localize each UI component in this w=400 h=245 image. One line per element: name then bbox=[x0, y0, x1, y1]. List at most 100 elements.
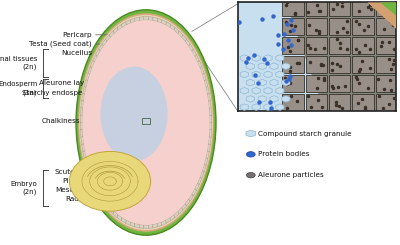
Polygon shape bbox=[113, 27, 118, 34]
Polygon shape bbox=[80, 130, 83, 137]
Polygon shape bbox=[80, 108, 83, 115]
Polygon shape bbox=[166, 218, 171, 223]
Ellipse shape bbox=[70, 151, 151, 211]
Polygon shape bbox=[178, 31, 183, 37]
Polygon shape bbox=[153, 223, 158, 228]
Polygon shape bbox=[148, 17, 153, 21]
Polygon shape bbox=[90, 60, 94, 68]
Polygon shape bbox=[106, 35, 110, 42]
Text: Compound starch granule: Compound starch granule bbox=[258, 131, 352, 136]
Polygon shape bbox=[195, 54, 199, 62]
Polygon shape bbox=[170, 215, 175, 221]
Text: Pericarp: Pericarp bbox=[62, 32, 92, 38]
Polygon shape bbox=[178, 208, 183, 214]
Polygon shape bbox=[121, 22, 126, 27]
Polygon shape bbox=[198, 177, 202, 185]
Polygon shape bbox=[210, 115, 212, 122]
Polygon shape bbox=[144, 225, 148, 228]
Text: Testa (Seed coat): Testa (Seed coat) bbox=[29, 41, 92, 47]
Polygon shape bbox=[84, 79, 88, 87]
Polygon shape bbox=[210, 122, 212, 130]
Polygon shape bbox=[84, 158, 88, 166]
Polygon shape bbox=[198, 60, 202, 68]
Text: Protein bodies: Protein bodies bbox=[258, 151, 310, 157]
Polygon shape bbox=[102, 199, 107, 206]
Polygon shape bbox=[207, 93, 210, 101]
Ellipse shape bbox=[76, 10, 216, 235]
Text: Scutellum: Scutellum bbox=[55, 170, 91, 175]
Text: Maternal tissues
(2n): Maternal tissues (2n) bbox=[0, 56, 37, 71]
Polygon shape bbox=[157, 222, 162, 227]
Polygon shape bbox=[195, 183, 199, 191]
Polygon shape bbox=[144, 17, 148, 20]
Circle shape bbox=[246, 172, 255, 178]
Text: Aleurone particles: Aleurone particles bbox=[258, 172, 324, 178]
Ellipse shape bbox=[82, 20, 210, 225]
Text: Embryo
(2n): Embryo (2n) bbox=[10, 181, 37, 196]
Polygon shape bbox=[208, 137, 211, 145]
Polygon shape bbox=[192, 188, 196, 196]
Polygon shape bbox=[81, 100, 84, 108]
Polygon shape bbox=[80, 115, 82, 122]
Ellipse shape bbox=[78, 13, 214, 232]
Polygon shape bbox=[126, 220, 130, 225]
Polygon shape bbox=[109, 31, 114, 37]
Polygon shape bbox=[82, 93, 85, 101]
Polygon shape bbox=[83, 86, 86, 94]
Polygon shape bbox=[185, 39, 190, 46]
Polygon shape bbox=[209, 108, 212, 115]
Polygon shape bbox=[204, 158, 208, 166]
Polygon shape bbox=[93, 54, 97, 62]
Polygon shape bbox=[117, 24, 122, 30]
Polygon shape bbox=[174, 27, 179, 34]
Polygon shape bbox=[126, 20, 130, 25]
Polygon shape bbox=[208, 100, 211, 108]
Polygon shape bbox=[99, 194, 103, 201]
Polygon shape bbox=[246, 130, 256, 137]
Text: Mesocotyl: Mesocotyl bbox=[55, 187, 91, 193]
Polygon shape bbox=[109, 208, 114, 214]
Polygon shape bbox=[139, 17, 144, 21]
Text: Aleurone layer: Aleurone layer bbox=[39, 80, 92, 86]
Polygon shape bbox=[206, 86, 209, 94]
Polygon shape bbox=[200, 171, 204, 179]
Polygon shape bbox=[170, 24, 175, 30]
Ellipse shape bbox=[100, 67, 168, 161]
Polygon shape bbox=[206, 151, 209, 159]
Text: Endosperm
(3n): Endosperm (3n) bbox=[0, 81, 37, 96]
Polygon shape bbox=[102, 39, 107, 46]
Polygon shape bbox=[88, 66, 92, 74]
Polygon shape bbox=[130, 18, 135, 23]
Polygon shape bbox=[99, 44, 103, 51]
Text: Chalkiness: Chalkiness bbox=[41, 118, 80, 124]
Polygon shape bbox=[117, 215, 122, 221]
Polygon shape bbox=[182, 35, 186, 42]
Polygon shape bbox=[182, 203, 186, 210]
Polygon shape bbox=[80, 122, 82, 130]
Polygon shape bbox=[162, 20, 166, 25]
Polygon shape bbox=[134, 17, 139, 22]
Polygon shape bbox=[93, 183, 97, 191]
Polygon shape bbox=[162, 220, 166, 225]
Polygon shape bbox=[134, 223, 139, 228]
Polygon shape bbox=[139, 224, 144, 228]
Text: Plumule: Plumule bbox=[62, 178, 91, 184]
Polygon shape bbox=[189, 194, 193, 201]
Polygon shape bbox=[174, 211, 179, 218]
Polygon shape bbox=[106, 203, 110, 210]
Polygon shape bbox=[209, 130, 212, 137]
Polygon shape bbox=[153, 17, 158, 22]
Polygon shape bbox=[202, 73, 206, 81]
Polygon shape bbox=[96, 49, 100, 57]
Text: Nucellus: Nucellus bbox=[61, 50, 92, 56]
Polygon shape bbox=[192, 49, 196, 57]
Circle shape bbox=[246, 152, 255, 157]
Text: Radicle: Radicle bbox=[65, 196, 91, 202]
Polygon shape bbox=[204, 79, 208, 87]
Polygon shape bbox=[86, 164, 90, 172]
Polygon shape bbox=[185, 199, 190, 206]
Polygon shape bbox=[83, 151, 86, 159]
Polygon shape bbox=[207, 144, 210, 152]
Polygon shape bbox=[82, 144, 85, 152]
Polygon shape bbox=[130, 222, 135, 227]
